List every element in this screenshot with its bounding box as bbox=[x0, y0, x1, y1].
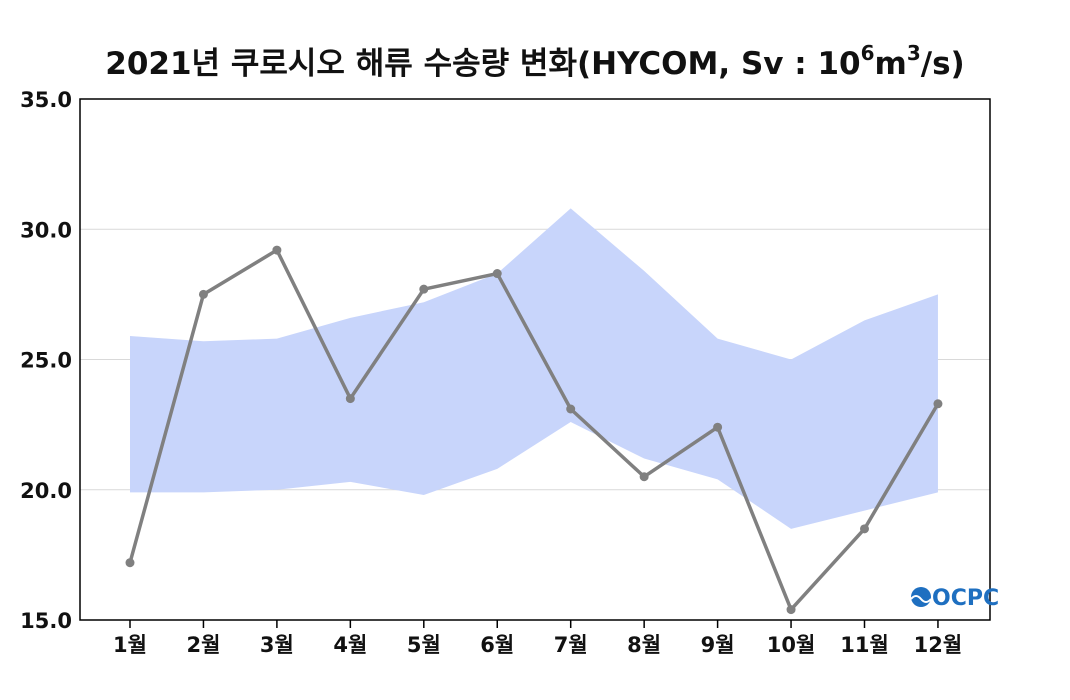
x-tick-label: 1월 bbox=[113, 633, 147, 657]
y-axis-ticks: 35.0 30.0 25.0 20.0 15.0 bbox=[20, 88, 72, 633]
x-tick-label: 5월 bbox=[407, 633, 441, 657]
x-tick-label: 6월 bbox=[480, 633, 514, 657]
ocpc-logo-text: OCPC bbox=[932, 586, 999, 611]
range-band bbox=[130, 208, 938, 529]
ocpc-logo: OCPC bbox=[910, 586, 999, 611]
data-point bbox=[419, 284, 429, 294]
x-tick-label: 3월 bbox=[260, 633, 294, 657]
data-point bbox=[786, 605, 796, 615]
x-tick-label: 8월 bbox=[627, 633, 661, 657]
data-point bbox=[198, 289, 208, 299]
y-tick-label: 15.0 bbox=[20, 609, 72, 633]
range-band-area bbox=[130, 208, 938, 529]
y-tick-label: 25.0 bbox=[20, 349, 72, 373]
plot-frame bbox=[79, 98, 991, 621]
x-tick-label: 10월 bbox=[767, 633, 816, 657]
data-point bbox=[860, 524, 869, 534]
data-point bbox=[713, 422, 723, 432]
chart-title: 2021년 쿠로시오 해류 수송량 변화(HYCOM, Sv : 106m3/s… bbox=[105, 41, 965, 82]
y-tick-label: 30.0 bbox=[20, 218, 72, 242]
x-tick-label: 4월 bbox=[333, 633, 367, 657]
series-line bbox=[128, 248, 940, 612]
data-point bbox=[125, 558, 135, 568]
y-tick-label: 35.0 bbox=[20, 88, 72, 112]
series-polyline bbox=[128, 248, 940, 612]
x-tick-label: 11월 bbox=[840, 633, 889, 657]
data-point bbox=[566, 404, 576, 414]
x-tick-label: 12월 bbox=[914, 633, 963, 657]
y-tick-label: 20.0 bbox=[20, 479, 72, 503]
series-points bbox=[125, 245, 943, 615]
data-point bbox=[492, 269, 502, 279]
data-point bbox=[639, 472, 649, 482]
x-axis-ticks: 1월 2월 3월 4월 5월 6월 7월 8월 9월 10월 11월 12월 bbox=[113, 620, 962, 657]
data-point bbox=[345, 394, 355, 404]
data-point bbox=[933, 399, 943, 409]
data-point bbox=[272, 245, 282, 255]
ocpc-logo-wave bbox=[910, 595, 932, 603]
x-tick-label: 9월 bbox=[701, 633, 735, 657]
x-tick-label: 7월 bbox=[554, 633, 588, 657]
x-tick-label: 2월 bbox=[186, 633, 220, 657]
